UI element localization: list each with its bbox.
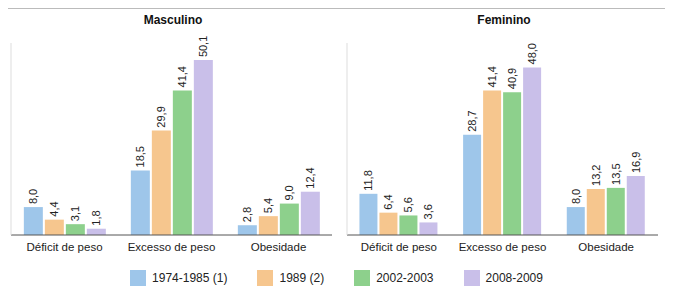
svg-text:4,4: 4,4 [48,201,60,216]
svg-text:29,9: 29,9 [155,106,167,127]
svg-text:3,1: 3,1 [69,206,81,221]
svg-text:Excesso de peso: Excesso de peso [128,241,216,253]
svg-text:40,9: 40,9 [506,68,518,89]
svg-text:9,0: 9,0 [283,185,295,200]
svg-text:Obesidade: Obesidade [251,241,307,253]
svg-text:Obesidade: Obesidade [578,241,634,253]
svg-text:28,7: 28,7 [466,110,478,131]
svg-text:41,4: 41,4 [486,66,498,87]
html-text:1974-1985 (1): 1974-1985 (1) [152,271,228,285]
svg-text:8,0: 8,0 [27,189,39,204]
svg-text:16,9: 16,9 [630,152,642,173]
html-text:2002-2003: 2002-2003 [376,271,434,285]
svg-text:6,4: 6,4 [382,194,394,209]
svg-text:12,4: 12,4 [304,167,316,188]
html-text:2008-2009: 2008-2009 [485,271,543,285]
svg-text:Déficit de peso: Déficit de peso [361,241,437,253]
svg-text:41,4: 41,4 [176,66,188,87]
svg-text:3,6: 3,6 [422,204,434,219]
html-text:Masculino: Masculino [143,13,203,27]
svg-text:18,5: 18,5 [134,146,146,167]
svg-text:Déficit de peso: Déficit de peso [26,241,102,253]
svg-text:5,4: 5,4 [262,198,274,213]
svg-text:2,8: 2,8 [241,207,253,222]
svg-text:8,0: 8,0 [570,189,582,204]
svg-text:13,5: 13,5 [610,163,622,184]
svg-text:48,0: 48,0 [526,43,538,64]
html-text:1989 (2): 1989 (2) [279,271,325,285]
html-text:Feminino: Feminino [477,13,531,27]
svg-text:50,1: 50,1 [197,36,209,57]
svg-text:13,2: 13,2 [590,164,602,185]
svg-text:1,8: 1,8 [90,210,102,225]
svg-text:11,8: 11,8 [362,170,374,191]
svg-text:Excesso de peso: Excesso de peso [459,241,547,253]
svg-text:5,6: 5,6 [402,197,414,212]
